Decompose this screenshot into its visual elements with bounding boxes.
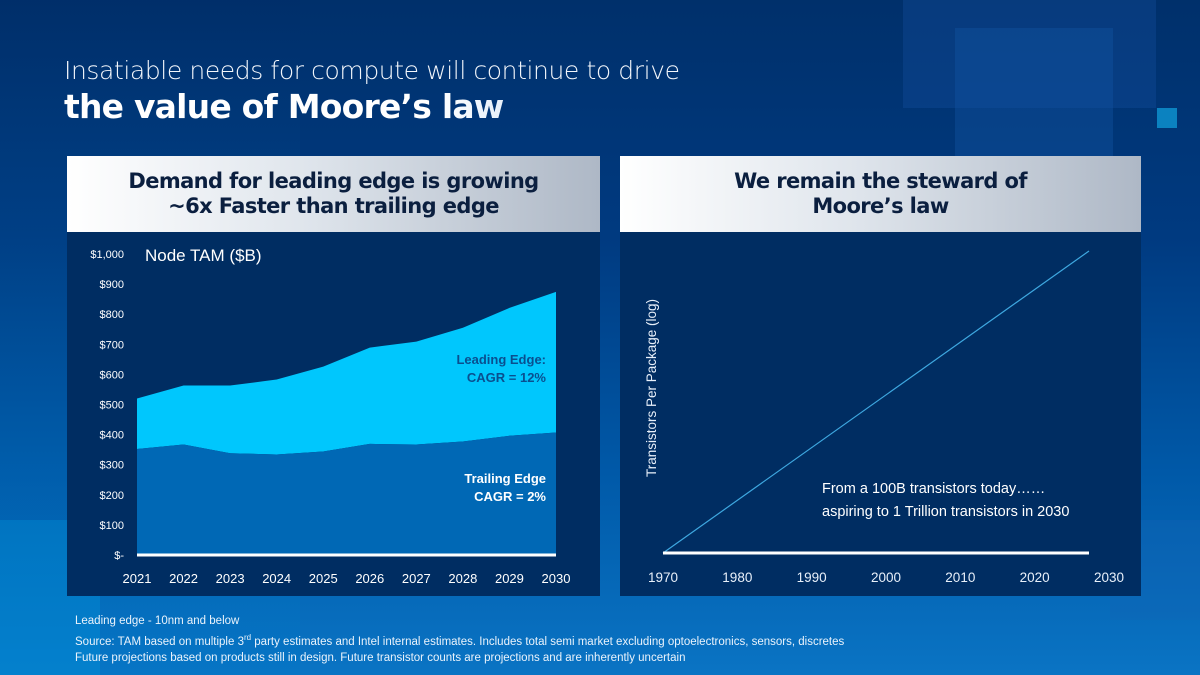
footnote-line1: Leading edge - 10nm and below xyxy=(75,615,240,627)
area-leading-edge xyxy=(137,291,556,455)
footnote-superscript: rd xyxy=(243,632,252,642)
slide-title: Insatiable needs for compute will contin… xyxy=(64,55,680,127)
y-tick-label: $600 xyxy=(100,369,124,381)
right-header-line2: Moore’s law xyxy=(812,194,949,218)
node-tam-area-chart: $- $100 $200 $300 $400 $500 $600 $700 $800 $900 $1… xyxy=(90,246,571,586)
trend-annotation-line2: aspiring to 1 Trillion transistors in 20… xyxy=(822,504,1069,520)
y-tick-label: $1,000 xyxy=(90,249,124,261)
y-axis-label: Transistors Per Package (log) xyxy=(644,299,659,477)
background-block xyxy=(903,0,1156,108)
slide-title-line1: Insatiable needs for compute will contin… xyxy=(64,56,680,85)
right-panel-header: We remain the steward of Moore’s law xyxy=(620,156,1141,232)
footnote-source-pre: Source: TAM based on multiple 3 xyxy=(75,635,244,648)
trend-line xyxy=(662,250,1090,554)
x-tick-label: 2025 xyxy=(309,571,338,586)
x-tick-label: 2030 xyxy=(1094,570,1124,585)
trailing-edge-annotation-line2: CAGR = 2% xyxy=(474,489,546,504)
right-panel: We remain the steward of Moore’s law Tra… xyxy=(620,156,1141,596)
x-tick-label: 1990 xyxy=(797,570,827,585)
y-tick-label: $900 xyxy=(100,279,124,291)
footnote-line2: Source: TAM based on multiple 3rd party … xyxy=(75,630,844,650)
x-tick-label: 2010 xyxy=(945,570,975,585)
y-tick-label: $800 xyxy=(100,309,124,321)
x-tick-label: 1970 xyxy=(648,570,678,585)
x-tick-label: 2024 xyxy=(262,571,291,586)
x-tick-label: 2027 xyxy=(402,571,431,586)
y-tick-label: $700 xyxy=(100,339,124,351)
trailing-edge-annotation-line1: Trailing Edge xyxy=(464,471,546,486)
left-header-line2: ~6x Faster than trailing edge xyxy=(168,194,499,218)
area-trailing-edge xyxy=(137,432,556,555)
left-header-line1: Demand for leading edge is growing xyxy=(128,169,539,193)
y-tick-label: $200 xyxy=(100,490,124,502)
y-tick-label: $- xyxy=(114,550,124,562)
right-header-line1: We remain the steward of xyxy=(734,169,1027,193)
x-tick-label: 2029 xyxy=(495,571,524,586)
accent-square xyxy=(1157,108,1177,128)
leading-edge-annotation-line2: CAGR = 12% xyxy=(467,370,547,385)
x-tick-label: 2028 xyxy=(448,571,477,586)
y-tick-label: $500 xyxy=(100,400,124,412)
y-tick-label: $400 xyxy=(100,430,124,442)
leading-edge-annotation-line1: Leading Edge: xyxy=(456,352,546,367)
y-tick-label: $300 xyxy=(100,460,124,472)
footnote-line3: Future projections based on products sti… xyxy=(75,651,686,664)
background-block xyxy=(955,28,1113,158)
x-tick-label: 2023 xyxy=(216,571,245,586)
transistor-trend-chart: Transistors Per Package (log) 1970 1980 19… xyxy=(644,250,1124,585)
x-tick-label: 2000 xyxy=(871,570,901,585)
left-panel-header: Demand for leading edge is growing ~6x F… xyxy=(67,156,600,232)
trend-annotation-line1: From a 100B transistors today…… xyxy=(822,481,1045,497)
y-tick-label: $100 xyxy=(100,520,124,532)
footnotes: Leading edge - 10nm and below Source: TA… xyxy=(75,613,844,666)
x-tick-label: 2021 xyxy=(123,571,152,586)
x-tick-label: 2022 xyxy=(169,571,198,586)
x-tick-label: 2020 xyxy=(1020,570,1050,585)
footnote-source-post: party estimates and Intel internal estim… xyxy=(251,635,845,648)
chart-title: Node TAM ($B) xyxy=(145,246,262,265)
slide-title-line2: the value of Moore’s law xyxy=(64,87,680,127)
left-panel: Demand for leading edge is growing ~6x F… xyxy=(67,156,600,596)
x-tick-label: 2026 xyxy=(355,571,384,586)
x-tick-label: 2030 xyxy=(542,571,571,586)
x-tick-label: 1980 xyxy=(722,570,752,585)
